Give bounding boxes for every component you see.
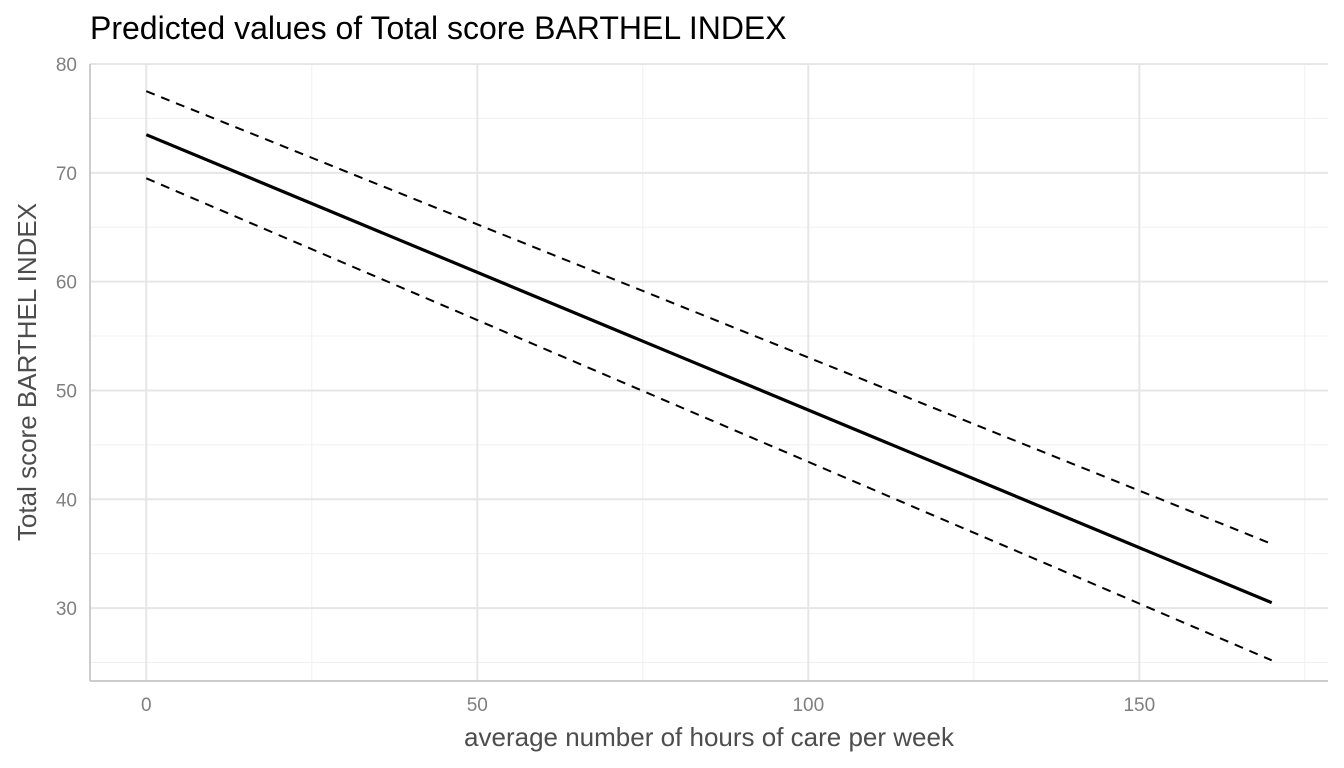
y-tick-label: 50 [56,381,77,402]
x-tick-label: 50 [467,695,488,716]
upper-ci-line [145,90,1273,545]
y-tick-label: 30 [56,599,77,620]
series-lines [145,90,1273,662]
x-tick-label: 0 [141,695,152,716]
y-tick-label: 40 [56,490,77,511]
y-tick-label: 70 [56,164,77,185]
chart-title: Predicted values of Total score BARTHEL … [90,10,787,46]
x-tick-label: 150 [1123,695,1155,716]
grid [90,63,1328,681]
x-tick-label: 100 [792,695,824,716]
y-tick-label: 80 [56,55,77,76]
lower-ci-line [145,177,1273,662]
y-axis-label: Total score BARTHEL INDEX [12,203,42,541]
axes [89,64,1328,682]
predicted-line [145,133,1273,605]
x-axis-label: average number of hours of care per week [464,722,955,752]
tick-labels: 0 50 100 150 30 40 50 60 70 80 [56,55,1155,716]
y-tick-label: 60 [56,273,77,294]
